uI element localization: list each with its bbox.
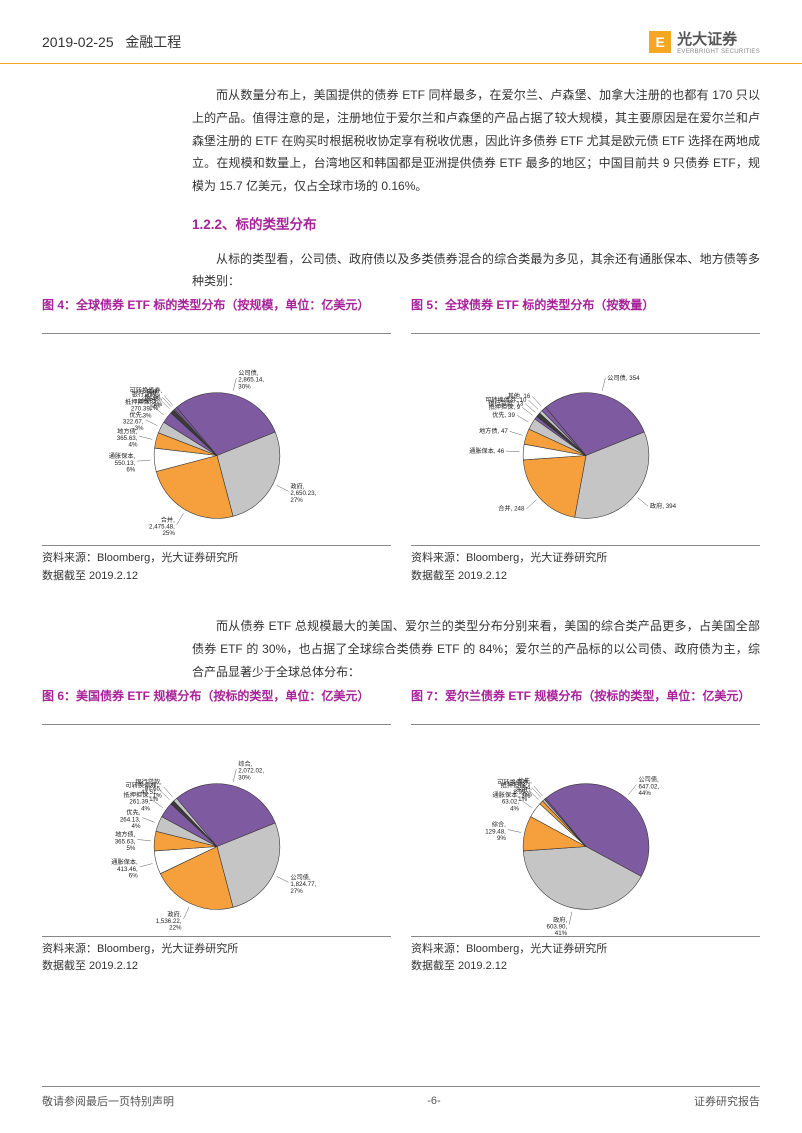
fig4-label-3: 通胀保本,550.13,6%	[109, 452, 136, 473]
row-figs-6-7: 图 6：美国债券 ETF 规模分布（按标的类型，单位：亿美元） 综合,2,072…	[42, 688, 760, 976]
fig6-leader-3	[140, 863, 153, 866]
fig7-chart: 公司债,647.02,44%政府,603.90,41%综合,129.48,9%通…	[411, 724, 760, 934]
fig7-title: 图 7：爱尔兰债券 ETF 规模分布（按标的类型，单位：亿美元）	[411, 688, 760, 720]
fig4-source: 资料来源：Bloomberg，光大证券研究所 数据截至 2019.2.12	[42, 545, 391, 585]
fig5-slice-2	[523, 456, 586, 518]
paragraph-2: 从标的类型看，公司债、政府债以及多类债券混合的综合类最为多见，其余还有通胀保本、…	[192, 248, 760, 294]
fig6-source: 资料来源：Bloomberg，光大证券研究所 数据截至 2019.2.12	[42, 936, 391, 976]
fig4-label-1: 政府,2,650.23,27%	[290, 483, 316, 504]
fig6-date-line: 数据截至 2019.2.12	[42, 958, 391, 976]
fig5-source-line: 资料来源：Bloomberg，光大证券研究所	[411, 550, 760, 568]
body-content: 而从数量分布上，美国提供的债券 ETF 同样最多，在爱尔兰、卢森堡、加拿大注册的…	[0, 64, 802, 976]
page-header: 2019-02-25 金融工程 E 光大证券 EVERBRIGHT SECURI…	[0, 0, 802, 64]
fig6-leader-1	[277, 876, 289, 882]
fig5-label-2: 合并, 248	[498, 505, 525, 513]
footer-center: -6-	[427, 1095, 440, 1107]
fig6-chart: 综合,2,072.02,30% 公司债,1,824.77,27% 政府,1,536.…	[42, 724, 391, 934]
fig7-source-line: 资料来源：Bloomberg，光大证券研究所	[411, 941, 760, 959]
fig5-label-3: 通胀保本, 46	[469, 447, 505, 455]
fig6-label-2: 政府,1,536.22,22%	[156, 910, 182, 931]
fig6-label-1: 公司债,1,824.77,27%	[290, 873, 316, 894]
fig4-pie-svg: 公司债,2,865.14,30% 政府,2,650.23,27% 合并,2,475.…	[42, 346, 392, 546]
fig4-leader-1	[277, 486, 289, 492]
header-category: 金融工程	[125, 34, 181, 50]
header-right: E 光大证券 EVERBRIGHT SECURITIES	[649, 28, 760, 55]
fig5-label-9: 其他, 16	[508, 392, 531, 400]
brand-en: EVERBRIGHT SECURITIES	[677, 49, 760, 55]
fig6-pie-svg: 综合,2,072.02,30% 公司债,1,824.77,27% 政府,1,536.…	[42, 737, 392, 937]
fig7-label-2: 综合,129.48,9%	[485, 821, 506, 842]
fig6-leader-4	[137, 839, 150, 840]
fig5-leader-1	[638, 498, 648, 506]
fig7-source: 资料来源：Bloomberg，光大证券研究所 数据截至 2019.2.12	[411, 936, 760, 976]
paragraph-3: 而从债券 ETF 总规模最大的美国、爱尔兰的类型分布分别来看，美国的综合类产品更…	[192, 615, 760, 683]
page-footer: 敬请参阅最后一页特别声明 -6- 证券研究报告	[42, 1086, 760, 1109]
fig7-label-1: 政府,603.90,41%	[547, 916, 568, 937]
fig4-leader-2	[177, 513, 184, 525]
fig5-title: 图 5：全球债券 ETF 标的类型分布（按数量）	[411, 297, 760, 329]
fig6-label-4: 地方债,365.63,5%	[115, 830, 136, 851]
fig5-leader-3	[506, 451, 519, 452]
fig5-col: 图 5：全球债券 ETF 标的类型分布（按数量） 公司债, 354 政府, 394…	[411, 297, 760, 585]
brand-name: 光大证券	[677, 28, 760, 49]
fig7-pie-svg: 公司债,647.02,44%政府,603.90,41%综合,129.48,9%通…	[411, 737, 761, 937]
footer-left: 敬请参阅最后一页特别声明	[42, 1093, 174, 1109]
logo-icon: E	[649, 31, 671, 53]
section-heading-122: 1.2.2、标的类型分布	[192, 212, 760, 238]
fig5-source: 资料来源：Bloomberg，光大证券研究所 数据截至 2019.2.12	[411, 545, 760, 585]
fig5-pie-svg: 公司债, 354 政府, 394 合并, 248 通胀保本, 46 地方债, 47 优先,…	[411, 346, 761, 546]
fig5-label-4: 地方债, 47	[479, 427, 508, 435]
fig5-leader-2	[526, 500, 536, 509]
header-left: 2019-02-25 金融工程	[42, 32, 181, 52]
fig4-leader-4	[139, 436, 152, 439]
fig7-leader-2	[508, 829, 521, 832]
fig4-chart: 公司债,2,865.14,30% 政府,2,650.23,27% 合并,2,475.…	[42, 333, 391, 543]
fig5-label-5: 优先, 39	[492, 411, 515, 419]
fig5-chart: 公司债, 354 政府, 394 合并, 248 通胀保本, 46 地方债, 47 优先,…	[411, 333, 760, 543]
fig4-source-line: 资料来源：Bloomberg，光大证券研究所	[42, 550, 391, 568]
fig4-leader-3	[137, 460, 150, 461]
fig6-leader-5	[142, 817, 154, 822]
fig7-col: 图 7：爱尔兰债券 ETF 规模分布（按标的类型，单位：亿美元） 公司债,647…	[411, 688, 760, 976]
fig4-label-2: 合并,2,475.48,25%	[149, 516, 175, 537]
fig4-col: 图 4：全球债券 ETF 标的类型分布（按规模，单位：亿美元） 公司债,2,86…	[42, 297, 391, 585]
fig4-date-line: 数据截至 2019.2.12	[42, 568, 391, 586]
footer-right: 证券研究报告	[694, 1093, 760, 1109]
fig5-leader-5	[517, 416, 529, 423]
brand-wrap: 光大证券 EVERBRIGHT SECURITIES	[677, 28, 760, 55]
fig5-label-1: 政府, 394	[650, 502, 677, 510]
fig6-source-line: 资料来源：Bloomberg，光大证券研究所	[42, 941, 391, 959]
fig6-col: 图 6：美国债券 ETF 规模分布（按标的类型，单位：亿美元） 综合,2,072…	[42, 688, 391, 976]
fig5-leader-4	[510, 432, 523, 436]
fig7-leader-1	[569, 911, 572, 924]
fig6-label-5: 优先,264.13,4%	[120, 809, 141, 830]
fig7-label-0: 公司债,647.02,44%	[638, 775, 659, 796]
fig5-leader-0	[602, 378, 605, 391]
header-date: 2019-02-25	[42, 34, 114, 50]
fig6-title: 图 6：美国债券 ETF 规模分布（按标的类型，单位：亿美元）	[42, 688, 391, 720]
fig5-label-0: 公司债, 354	[607, 374, 640, 382]
fig7-date-line: 数据截至 2019.2.12	[411, 958, 760, 976]
row-figs-4-5: 图 4：全球债券 ETF 标的类型分布（按规模，单位：亿美元） 公司债,2,86…	[42, 297, 760, 585]
fig6-label-0: 综合,2,072.02,30%	[238, 760, 264, 781]
fig4-leader-0	[233, 378, 236, 391]
fig4-label-0: 公司债,2,865.14,30%	[238, 369, 264, 390]
fig6-label-3: 通胀保本,413.46,6%	[111, 858, 138, 879]
fig6-leader-0	[233, 769, 236, 782]
fig6-leader-2	[183, 907, 189, 919]
paragraph-1: 而从数量分布上，美国提供的债券 ETF 同样最多，在爱尔兰、卢森堡、加拿大注册的…	[192, 84, 760, 198]
fig4-leader-5	[145, 420, 157, 426]
fig7-leader-0	[628, 784, 636, 794]
fig4-title: 图 4：全球债券 ETF 标的类型分布（按规模，单位：亿美元）	[42, 297, 391, 329]
fig5-date-line: 数据截至 2019.2.12	[411, 568, 760, 586]
